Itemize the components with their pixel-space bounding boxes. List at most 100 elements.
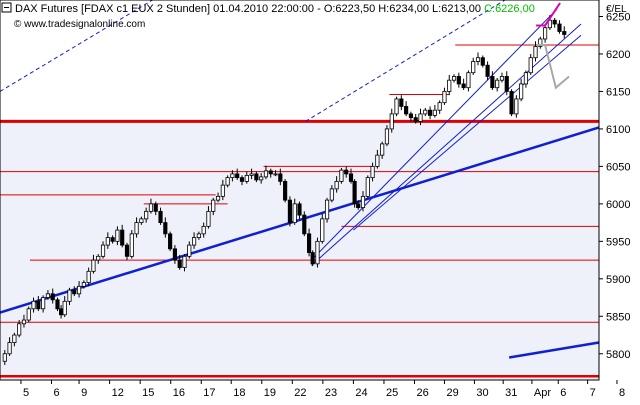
candle-body [528, 57, 533, 74]
candle-body [148, 203, 154, 212]
x-tick-label: 19 [264, 387, 276, 399]
candle-body [504, 76, 509, 92]
candle-body [36, 300, 41, 310]
plot-frame [0, 0, 600, 381]
candle-body [110, 237, 115, 242]
x-tick-label: 31 [505, 387, 517, 399]
candle-body [423, 109, 428, 115]
blue-trendline-1 [508, 341, 600, 359]
candle-body [365, 177, 370, 197]
candle-body [86, 270, 91, 283]
header-last: C:6226,00 [484, 3, 535, 15]
y-tick-label: 6050 [606, 161, 630, 173]
candle-body [552, 19, 557, 25]
y-tick-label: 5900 [606, 274, 630, 286]
candle-body [461, 83, 466, 89]
candle-body [62, 300, 67, 316]
blue-trendline-6 [353, 34, 582, 231]
candle-body [96, 255, 101, 261]
candle-body [384, 128, 390, 145]
candle-body [268, 170, 273, 175]
projection-down [536, 43, 570, 90]
candle-body [254, 173, 259, 181]
candle-body [168, 233, 173, 250]
candle-body [428, 109, 433, 116]
y-tick-label: 6100 [606, 124, 630, 136]
candle-body [120, 229, 125, 246]
candle-body [297, 203, 302, 216]
candle-body [31, 300, 36, 310]
y-tick-label: 5850 [606, 311, 630, 323]
candle-body [475, 57, 481, 62]
candle-body [158, 210, 163, 224]
candle-body [485, 64, 490, 77]
candle-body [320, 218, 325, 242]
chart-header: DAX Futures [FDAX c1 EUX 2 Stunden] 01.0… [1, 2, 535, 15]
candle-body [26, 308, 31, 321]
header-symbol: DAX Futures [15, 3, 78, 15]
x-tick-label: 25 [386, 387, 398, 399]
candle-body [519, 83, 524, 100]
candle-body [249, 173, 254, 176]
x-tick-label: 6 [560, 387, 566, 399]
candle-body [235, 173, 240, 179]
x-axis: 5 6 9 12 15 16 17 18 19 22 23 24 25 26 29 30 31 Apr 6 7 8 [20, 380, 625, 399]
y-tick-label: 6200 [606, 49, 630, 61]
candle-body [413, 117, 418, 122]
x-tick-label: 15 [142, 387, 154, 399]
candle-body [191, 237, 197, 246]
x-tick-label: 18 [233, 387, 245, 399]
candle-body [220, 184, 225, 197]
candle-body [466, 72, 471, 89]
x-tick-label: 17 [203, 387, 215, 399]
candle-body [283, 180, 288, 201]
x-tick-label: 26 [417, 387, 429, 399]
channel-fill [0, 121, 599, 381]
candle-body [329, 188, 334, 201]
candle-body [124, 244, 130, 257]
candle-body [273, 173, 278, 176]
candle-body [105, 237, 110, 246]
candle-body [139, 218, 144, 224]
candle-body [348, 173, 354, 182]
candle-body [177, 259, 182, 268]
candle-body [187, 244, 192, 257]
candle-body [404, 106, 409, 115]
watermark: © www.tradesignalonline.com [14, 19, 145, 30]
candle-body [292, 203, 297, 224]
x-tick-label: 12 [112, 387, 124, 399]
candle-body [360, 195, 366, 209]
candle-body [302, 214, 307, 235]
x-tick-label: 6 [54, 387, 60, 399]
candle-body [310, 252, 315, 265]
candle-body [324, 199, 330, 220]
candle-body [225, 177, 230, 186]
candle-body [408, 113, 413, 119]
candle-body [172, 248, 177, 261]
y-tick-label: 6250 [606, 11, 630, 23]
currency-label: €/EL [606, 4, 627, 15]
y-tick-label: 6000 [606, 199, 630, 211]
candle-body [514, 98, 519, 115]
candle-body [144, 210, 149, 220]
candle-body [432, 109, 437, 116]
candle-body [59, 308, 64, 316]
candle-body [562, 31, 567, 35]
candle-body [375, 154, 380, 167]
candle-body [307, 233, 312, 253]
candle-body [263, 170, 269, 178]
candle-body [76, 285, 82, 295]
x-tick-label: 7 [590, 387, 596, 399]
x-tick-label: 16 [173, 387, 185, 399]
candle-body [163, 222, 168, 235]
x-tick-label: Apr [534, 387, 551, 399]
candle-body [201, 225, 206, 235]
y-tick-label: 6150 [606, 86, 630, 98]
candle-body [499, 76, 505, 81]
candle-body [129, 233, 134, 257]
candle-body [17, 323, 22, 336]
candle-body [547, 19, 552, 29]
candle-body [451, 76, 457, 81]
candle-body [509, 91, 514, 115]
